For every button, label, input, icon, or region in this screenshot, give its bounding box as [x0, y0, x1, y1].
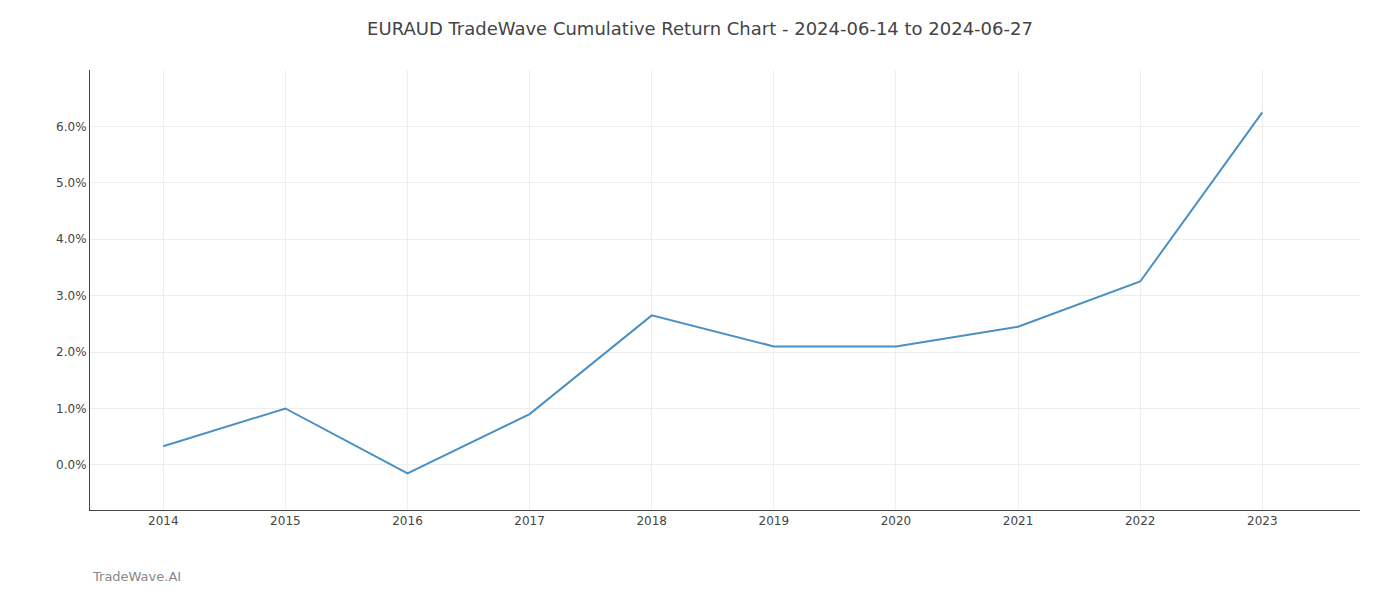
- svg-text:4.0%: 4.0%: [56, 232, 87, 246]
- svg-text:0.0%: 0.0%: [56, 458, 87, 472]
- svg-text:2016: 2016: [392, 514, 423, 528]
- svg-text:2018: 2018: [636, 514, 667, 528]
- svg-text:EURAUD TradeWave Cumulative Re: EURAUD TradeWave Cumulative Return Chart…: [367, 18, 1033, 39]
- svg-text:2019: 2019: [759, 514, 790, 528]
- svg-text:2021: 2021: [1003, 514, 1034, 528]
- svg-text:2.0%: 2.0%: [56, 345, 87, 359]
- svg-text:3.0%: 3.0%: [56, 289, 87, 303]
- svg-text:2017: 2017: [514, 514, 545, 528]
- svg-text:2014: 2014: [148, 514, 179, 528]
- svg-text:5.0%: 5.0%: [56, 176, 87, 190]
- svg-text:TradeWave.AI: TradeWave.AI: [92, 569, 181, 584]
- svg-text:6.0%: 6.0%: [56, 120, 87, 134]
- svg-text:2015: 2015: [270, 514, 301, 528]
- svg-text:1.0%: 1.0%: [56, 402, 87, 416]
- svg-text:2023: 2023: [1247, 514, 1278, 528]
- svg-text:2022: 2022: [1125, 514, 1156, 528]
- svg-text:2020: 2020: [881, 514, 912, 528]
